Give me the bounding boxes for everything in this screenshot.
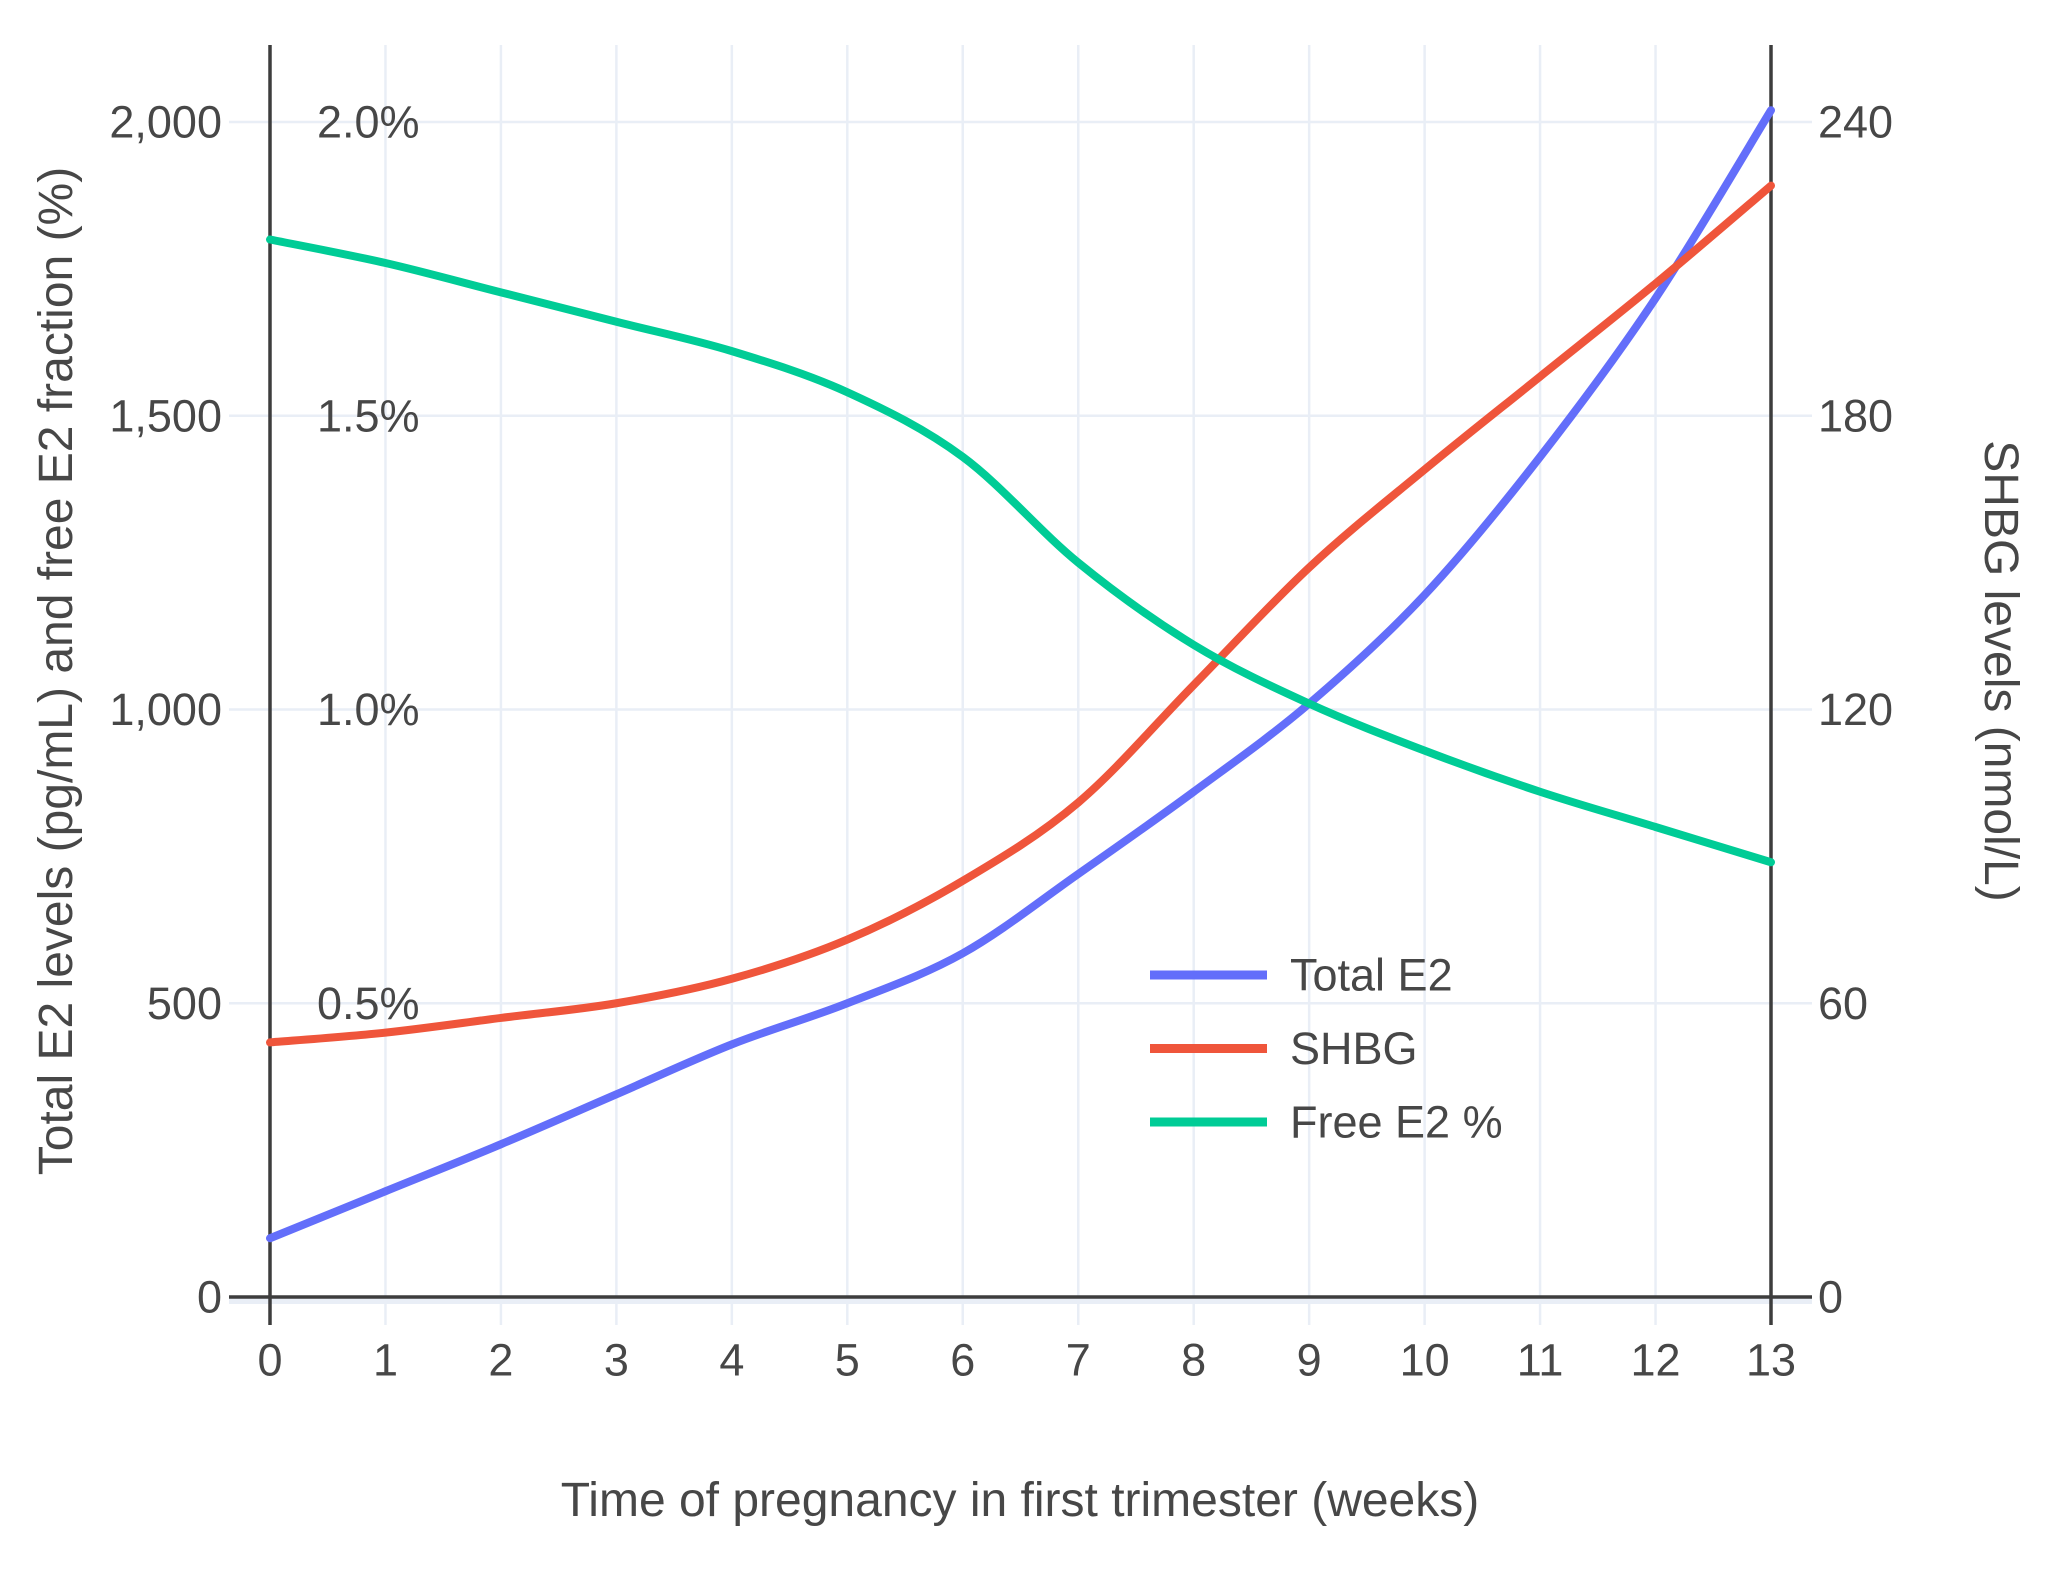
x-tick-label: 8 [1181, 1335, 1206, 1386]
x-tick-label: 0 [257, 1335, 282, 1386]
series-line-free-e2 [266, 235, 1775, 867]
tick-labels: 0 1 2 3 4 5 6 7 8 9 10 11 12 1305001,0001,5002,0000.5… [109, 97, 1893, 1386]
axis-lines [229, 45, 1812, 1325]
x-tick-label: 4 [719, 1335, 744, 1386]
x-tick-label: 12 [1631, 1335, 1681, 1386]
y-left-tick-label: 1,500 [109, 390, 222, 441]
y-left-percent-tick-label: 0.5% [317, 978, 420, 1029]
gridlines [229, 45, 1812, 1304]
x-tick-label: 7 [1066, 1335, 1091, 1386]
x-tick-label: 5 [835, 1335, 860, 1386]
x-tick-label: 11 [1517, 1335, 1564, 1386]
x-tick-label: 13 [1746, 1335, 1796, 1386]
x-axis-title: Time of pregnancy in first trimester (we… [561, 1474, 1479, 1527]
y-right-tick-label: 60 [1818, 978, 1868, 1029]
y-left-tick-label: 1,000 [109, 684, 222, 735]
x-tick-label: 6 [950, 1335, 975, 1386]
legend-label: SHBG [1290, 1023, 1418, 1074]
y-left-tick-label: 2,000 [109, 97, 222, 148]
y-left-axis-title: Total E2 levels (pg/mL) and free E2 frac… [30, 167, 83, 1175]
legend: Total E2 SHBG Free E2 % [1150, 950, 1503, 1148]
legend-item-free-e2[interactable]: Free E2 % [1150, 1097, 1503, 1148]
y-right-tick-label: 0 [1818, 1272, 1843, 1323]
y-left-tick-label: 0 [197, 1272, 222, 1323]
y-left-percent-tick-label: 1.5% [317, 390, 420, 441]
x-tick-label: 3 [604, 1335, 629, 1386]
y-right-axis-title: SHBG levels (nmol/L) [1974, 440, 2027, 901]
legend-label: Free E2 % [1290, 1097, 1503, 1148]
series-lines [266, 106, 1775, 1243]
series-line-total-e2 [266, 106, 1775, 1243]
y-right-tick-label: 240 [1818, 97, 1893, 148]
x-tick-label: 9 [1297, 1335, 1322, 1386]
y-right-tick-label: 120 [1818, 684, 1893, 735]
legend-item-shbg[interactable]: SHBG [1150, 1023, 1418, 1074]
y-right-tick-label: 180 [1818, 390, 1893, 441]
legend-label: Total E2 [1290, 950, 1453, 1001]
y-left-percent-tick-label: 1.0% [317, 684, 420, 735]
x-tick-label: 1 [373, 1335, 398, 1386]
legend-item-total-e2[interactable]: Total E2 [1150, 950, 1453, 1001]
y-left-percent-tick-label: 2.0% [317, 97, 420, 148]
series-line-shbg [266, 181, 1775, 1047]
tick-marks [229, 120, 1812, 1325]
y-left-tick-label: 500 [147, 978, 222, 1029]
x-tick-label: 2 [488, 1335, 513, 1386]
x-tick-label: 10 [1400, 1335, 1450, 1386]
